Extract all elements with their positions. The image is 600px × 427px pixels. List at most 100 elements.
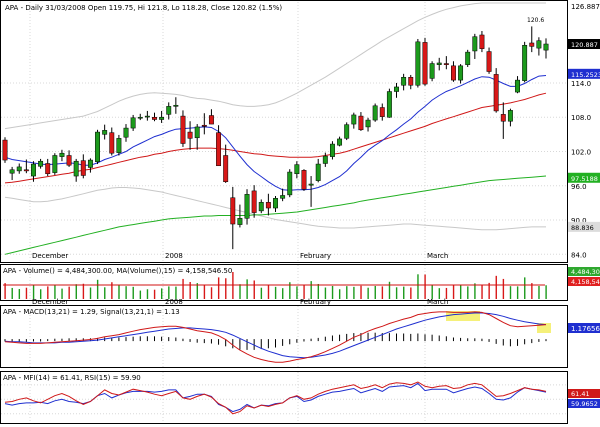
price-top-small: 120.6	[527, 17, 544, 24]
volume-bar	[381, 286, 384, 299]
candle-body	[166, 106, 172, 115]
price-badge-text: 120.887	[571, 41, 598, 49]
candle-body	[500, 114, 506, 122]
candle-body	[329, 143, 335, 157]
volume-bar	[104, 287, 106, 299]
candle-body	[308, 183, 314, 186]
candle-body	[102, 130, 108, 135]
price-badges: 120.887 115.2523 97.5188 88.836	[568, 39, 600, 232]
price-y-tick: 114.0	[571, 80, 591, 88]
volume-bar	[424, 274, 426, 299]
candle-body	[294, 164, 300, 175]
rsi-lines	[4, 381, 547, 415]
volume-bar	[317, 283, 320, 299]
bollinger-lower-line	[4, 187, 546, 231]
volume-bar	[260, 287, 263, 299]
volume-bar	[239, 284, 241, 299]
candle-body	[180, 115, 186, 144]
volume-bar	[182, 278, 184, 299]
volume-bar	[338, 289, 341, 299]
volume-bar	[410, 287, 412, 299]
rsi-label: APA - MFI(14) = 61.41, RSI(15) = 59.90	[3, 374, 141, 382]
volume-bar	[267, 284, 270, 299]
volume-bar	[203, 284, 206, 299]
price-x-labels: December 2008 February March	[32, 252, 448, 260]
volume-x-label: March	[427, 298, 448, 306]
price-x-label: December	[32, 252, 68, 260]
candle-body	[337, 138, 343, 146]
volume-bar	[217, 277, 220, 299]
volume-bar	[132, 286, 134, 299]
volume-bar	[18, 289, 21, 299]
candle-body	[451, 65, 456, 81]
candle-body	[173, 104, 179, 107]
candle-body	[244, 194, 250, 219]
volume-badge-top: 4,484,30	[571, 268, 600, 276]
candle-body	[116, 138, 122, 153]
volume-bar	[495, 275, 497, 299]
volume-bar	[509, 286, 512, 299]
volume-bar	[146, 289, 149, 299]
volume-bar	[353, 286, 355, 299]
candle-body	[109, 132, 115, 154]
candle-body	[394, 86, 399, 92]
candle-body	[479, 34, 485, 49]
price-badge-bg	[568, 39, 600, 50]
macd-line	[4, 311, 547, 363]
volume-bar	[289, 282, 291, 299]
candle-body	[130, 117, 136, 129]
volume-x-label: December	[32, 298, 68, 306]
volume-bar	[153, 289, 156, 299]
volume-bar	[274, 286, 277, 299]
macd-label: APA - MACD(13,21) = 1.29, Signal(13,21,1…	[3, 308, 180, 316]
macd-highlight-top	[446, 311, 480, 321]
candle-body	[144, 115, 150, 118]
candle-body	[52, 155, 58, 173]
macd-histogram	[4, 332, 547, 350]
candle-body	[358, 115, 364, 131]
candle-body	[23, 169, 29, 172]
price-x-label: 2008	[165, 252, 183, 260]
chart-header: APA - Daily 31/03/2008 Open 119.75, Hi 1…	[5, 4, 282, 12]
macd-badge: 1.17656	[571, 325, 600, 333]
volume-bar	[89, 287, 92, 299]
candle-body	[216, 132, 222, 167]
price-x-label: March	[427, 252, 448, 260]
volume-bar	[360, 285, 362, 299]
volume-bar	[139, 290, 142, 299]
macd-lines	[4, 311, 547, 363]
candle-body	[230, 197, 236, 225]
candle-body	[515, 79, 520, 93]
volume-bar	[253, 280, 255, 299]
macd-signal-line	[4, 312, 547, 359]
candle-body	[152, 116, 157, 120]
candle-body	[159, 116, 165, 120]
candle-body	[507, 110, 513, 122]
volume-bar	[524, 277, 526, 299]
volume-bar	[4, 283, 6, 299]
price-y-tick: 84.0	[571, 251, 587, 259]
candle-body	[522, 45, 528, 81]
volume-bar	[175, 286, 177, 299]
candle-body	[223, 155, 229, 183]
price-y-ticks: 114.0 108.0 102.0 96.0 90.0 84.0	[571, 80, 591, 259]
bollinger-upper-line	[4, 2, 546, 130]
volume-x-label: 2008	[165, 298, 183, 306]
volume-bar	[452, 285, 455, 299]
volume-bar	[118, 285, 120, 299]
volume-bar	[531, 283, 533, 299]
volume-x-labels: December 2008 February March	[32, 298, 448, 306]
rsi-badge-top-bg	[568, 389, 600, 398]
volume-bar	[25, 287, 28, 299]
volume-bar	[54, 284, 56, 299]
volume-bar	[282, 288, 284, 299]
rsi-badge-bottom: 59.9652	[571, 400, 598, 408]
candle-body	[536, 40, 542, 49]
sma-short-line	[4, 75, 547, 191]
price-y-tick: 108.0	[571, 114, 591, 122]
rsi-badge-bottom-bg	[568, 399, 600, 408]
volume-bar	[516, 286, 519, 299]
candle-body	[443, 63, 449, 65]
sma-long-line	[4, 175, 547, 255]
